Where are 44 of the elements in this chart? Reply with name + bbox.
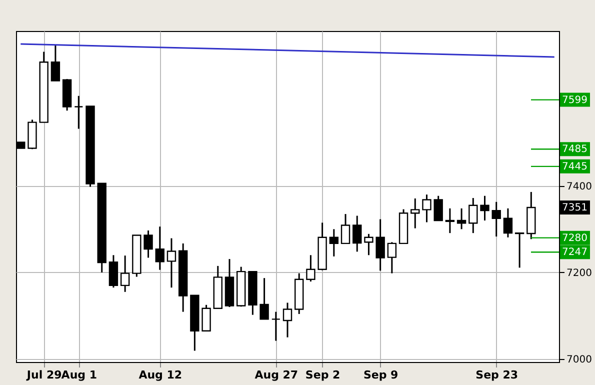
- candlestick: [410, 198, 420, 230]
- x-tick-label: Sep 2: [305, 368, 340, 382]
- candlestick: [144, 230, 153, 258]
- ref-line-label: 7445: [562, 161, 588, 172]
- candlestick: [364, 233, 374, 256]
- candlestick: [514, 232, 524, 268]
- candlestick: [260, 277, 269, 320]
- candlestick: [50, 44, 60, 82]
- y-tick-label: 7200: [566, 268, 592, 279]
- candlestick: [282, 302, 292, 338]
- candlestick: [456, 208, 466, 230]
- candlestick: [271, 311, 280, 342]
- ref-line-label: 7247: [562, 247, 588, 258]
- candlestick: [166, 238, 176, 288]
- ref-line-label: 7485: [562, 144, 588, 156]
- candlestick: [376, 218, 385, 272]
- candlestick: [434, 195, 443, 222]
- candlestick: [422, 194, 432, 223]
- candlestick: [306, 254, 316, 282]
- candlestick: [202, 304, 211, 332]
- candlestick: [74, 95, 84, 130]
- text: 7351: [562, 202, 588, 214]
- candlestick: [340, 213, 350, 244]
- ref-line-label: 7280: [562, 232, 588, 244]
- candlestick: [120, 254, 130, 293]
- candlestick: [108, 254, 118, 288]
- x-tick-label: Aug 12: [138, 368, 182, 382]
- x-tick-label: Jul 29: [26, 368, 62, 382]
- candlestick: [445, 208, 455, 234]
- y-tick-label: 7400: [566, 181, 592, 192]
- candlestick: [387, 241, 397, 274]
- ref-line-label: 7599: [562, 94, 588, 106]
- candlestick: [329, 228, 339, 258]
- x-tick-label: Sep 9: [363, 368, 398, 382]
- candlestick: [155, 226, 164, 271]
- candlestick: [352, 215, 362, 252]
- x-tick-label: Aug 27: [254, 368, 298, 382]
- y-tick-label: 7000: [566, 354, 592, 366]
- x-tick-label: Sep 23: [476, 368, 518, 382]
- x-tick-label: Aug 1: [61, 368, 98, 382]
- candlestick: [492, 201, 501, 238]
- candlestick: [468, 197, 478, 234]
- candlestick: [503, 208, 513, 238]
- candlestick: [480, 195, 490, 222]
